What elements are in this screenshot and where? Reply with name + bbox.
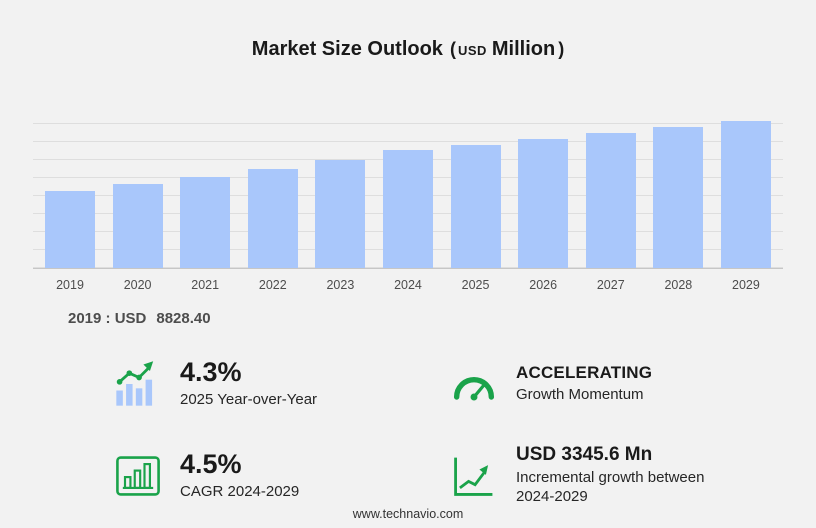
bar-2024 bbox=[382, 150, 433, 268]
base-year-value: 2019 : USD 8828.40 bbox=[68, 310, 211, 327]
bar-2029 bbox=[720, 120, 771, 268]
x-tick-2022: 2022 bbox=[258, 278, 287, 292]
bar-2019 bbox=[45, 191, 95, 268]
yoy-value: 4.3% bbox=[180, 357, 242, 388]
bar-2028 bbox=[653, 127, 704, 268]
x-tick-2023: 2023 bbox=[326, 278, 355, 292]
title-unit: Million bbox=[491, 38, 556, 60]
x-tick-2021: 2021 bbox=[191, 278, 220, 292]
x-tick-2028: 2028 bbox=[664, 278, 693, 292]
bar-2022 bbox=[247, 168, 298, 268]
x-tick-2025: 2025 bbox=[461, 278, 490, 292]
cagr-chart-icon bbox=[112, 450, 164, 502]
title-open-paren: ( bbox=[449, 39, 456, 59]
yoy-caption: 2025 Year-over-Year bbox=[180, 390, 318, 408]
stat-incremental: USD 3345.6 Mn Incremental growth between… bbox=[448, 445, 760, 506]
cagr-value: 4.5% bbox=[180, 449, 242, 480]
stat-momentum: ACCELERATING Growth Momentum bbox=[448, 358, 760, 410]
x-tick-2027: 2027 bbox=[596, 278, 625, 292]
chart-title: Market Size Outlook (USD Million) bbox=[0, 38, 816, 61]
bar-2025 bbox=[450, 144, 501, 268]
x-tick-2029: 2029 bbox=[732, 278, 760, 292]
bar-2021 bbox=[180, 176, 231, 268]
incremental-caption: Incremental growth between 2024-2029 bbox=[516, 469, 705, 505]
momentum-value: ACCELERATING bbox=[516, 362, 653, 382]
x-tick-2020: 2020 bbox=[123, 278, 152, 292]
stat-yoy: 4.3% 2025 Year-over-Year bbox=[112, 358, 448, 410]
x-axis-labels: 2019 2020 2021 2022 2023 2024 2025 2026 2027 2028… bbox=[33, 278, 783, 292]
incremental-growth-icon bbox=[448, 450, 500, 502]
bar-2026 bbox=[518, 139, 569, 268]
x-tick-2026: 2026 bbox=[529, 278, 558, 292]
stat-cagr: 4.5% CAGR 2024-2029 bbox=[112, 450, 448, 502]
x-tick-2019: 2019 bbox=[56, 278, 84, 292]
title-close-paren: ) bbox=[558, 39, 565, 59]
chart-title-text: Market Size Outlook bbox=[251, 38, 443, 60]
base-year-amount: 8828.40 bbox=[156, 310, 211, 327]
incremental-value: USD 3345.6 Mn bbox=[516, 444, 653, 466]
bar-growth-icon bbox=[112, 358, 164, 410]
bar-2023 bbox=[315, 159, 366, 268]
x-tick-2024: 2024 bbox=[394, 278, 422, 292]
gauge-icon bbox=[448, 358, 500, 410]
cagr-caption: CAGR 2024-2029 bbox=[180, 482, 300, 500]
title-currency: USD bbox=[457, 43, 487, 58]
base-year-label: 2019 : USD bbox=[68, 310, 147, 327]
momentum-caption: Growth Momentum bbox=[516, 385, 644, 403]
chart-plot bbox=[33, 116, 783, 269]
market-size-bar-chart: 2019 2020 2021 2022 2023 2024 2025 2026 2027 2028… bbox=[33, 116, 783, 292]
bar-2027 bbox=[585, 133, 636, 268]
stats-panel: 4.3% 2025 Year-over-Year ACCELERATING Gr… bbox=[112, 338, 760, 522]
bar-2020 bbox=[112, 184, 163, 268]
website-footer: www.technavio.com bbox=[352, 507, 464, 521]
